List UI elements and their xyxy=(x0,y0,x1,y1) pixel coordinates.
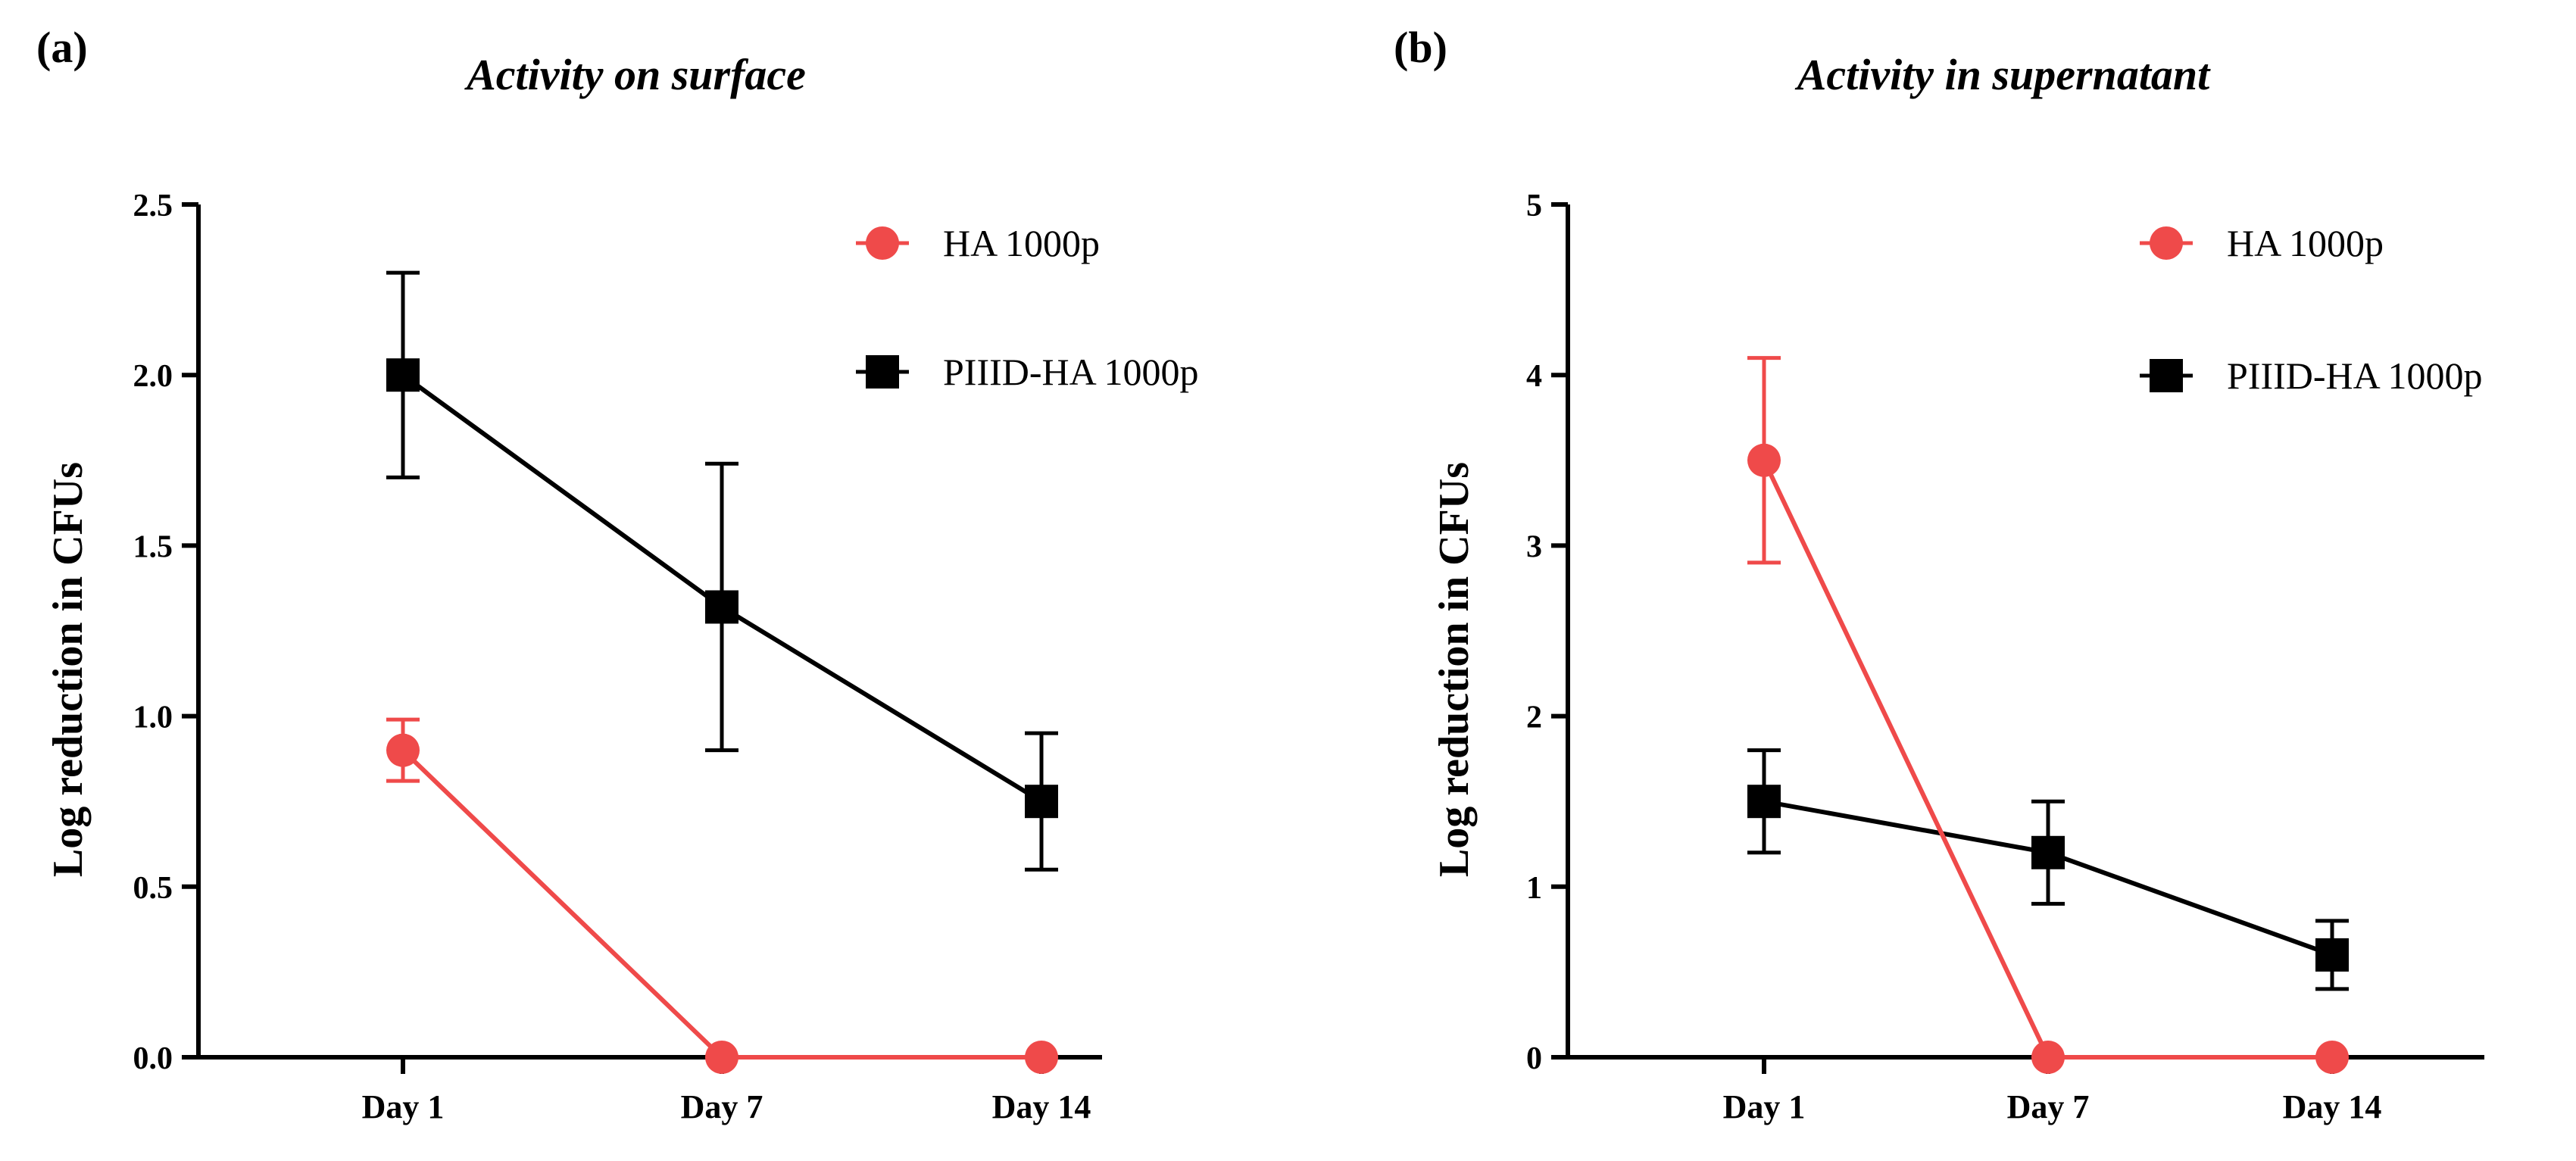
data-point xyxy=(2031,835,2065,869)
y-tick-label: 2.5 xyxy=(133,189,173,223)
panel-a: (a) Activity on surface Log reduction in… xyxy=(36,23,1198,1125)
data-point xyxy=(2315,938,2349,972)
y-ticks: 0 1 2 3 4 5 xyxy=(1526,189,1568,1076)
y-tick-label: 0.0 xyxy=(133,1041,173,1076)
x-tick-label: Day 7 xyxy=(681,1088,763,1125)
y-tick-label: 2 xyxy=(1526,701,1542,735)
y-tick-label: 0.5 xyxy=(133,871,173,906)
series-layer xyxy=(1747,356,2349,1074)
x-tick-label: Day 1 xyxy=(1723,1088,1806,1125)
legend-label-ha: HA 1000p xyxy=(943,222,1100,264)
y-axis-label: Log reduction in CFUs xyxy=(1431,462,1478,877)
legend-label-piiid: PIIID-HA 1000p xyxy=(2227,354,2482,397)
x-tick-label: Day 14 xyxy=(992,1088,1091,1125)
data-point xyxy=(386,358,420,392)
panel-label: (a) xyxy=(36,23,88,72)
data-point xyxy=(705,590,738,624)
y-tick-label: 5 xyxy=(1526,189,1542,223)
legend-marker-ha xyxy=(2150,226,2183,260)
legend-label-ha: HA 1000p xyxy=(2227,222,2384,264)
y-tick-label: 0 xyxy=(1526,1041,1542,1076)
data-point xyxy=(1747,443,1781,477)
data-point xyxy=(2315,1041,2349,1074)
data-point xyxy=(386,733,420,767)
x-tick-label: Day 7 xyxy=(2007,1088,2090,1125)
panel-label: (b) xyxy=(1394,23,1447,72)
panel-b: (b) Activity in supernatant Log reductio… xyxy=(1394,23,2484,1125)
series-layer xyxy=(386,270,1058,1074)
chart-title: Activity on surface xyxy=(464,50,806,99)
y-axis-label: Log reduction in CFUs xyxy=(45,462,92,877)
series-line xyxy=(1762,459,2332,1060)
data-point xyxy=(1025,1041,1058,1074)
legend: HA 1000p PIIID-HA 1000p xyxy=(2140,222,2482,397)
y-tick-label: 2.0 xyxy=(133,359,173,394)
x-tick-label: Day 1 xyxy=(362,1088,445,1125)
y-tick-label: 1.5 xyxy=(133,529,173,564)
x-tick-label: Day 14 xyxy=(2283,1088,2382,1125)
y-ticks: 0.0 0.5 1.0 1.5 2.0 2.5 xyxy=(133,189,198,1076)
data-point xyxy=(1025,785,1058,819)
legend-marker-piiid xyxy=(866,355,899,389)
data-point xyxy=(705,1041,738,1074)
y-tick-label: 1.0 xyxy=(133,701,173,735)
series-line xyxy=(401,748,1041,1060)
legend-marker-piiid xyxy=(2150,359,2183,392)
data-point xyxy=(1747,785,1781,819)
y-tick-label: 3 xyxy=(1526,529,1542,564)
x-ticks: Day 1 Day 7 Day 14 xyxy=(1723,1057,2382,1125)
legend-label-piiid: PIIID-HA 1000p xyxy=(943,351,1198,393)
legend: HA 1000p PIIID-HA 1000p xyxy=(856,222,1198,393)
data-point xyxy=(2031,1041,2065,1074)
chart-title: Activity in supernatant xyxy=(1795,50,2212,99)
y-tick-label: 4 xyxy=(1526,359,1542,394)
legend-marker-ha xyxy=(866,226,899,260)
y-tick-label: 1 xyxy=(1526,871,1542,906)
